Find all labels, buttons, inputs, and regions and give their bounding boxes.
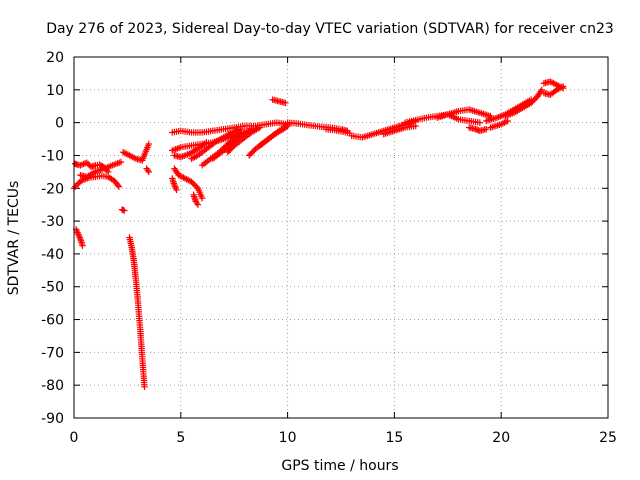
series-arc-27: [433, 111, 484, 126]
series-arc-15: [188, 126, 244, 162]
x-tick-label: 15: [385, 430, 403, 446]
data-point: [476, 119, 484, 126]
data-point: [141, 383, 148, 391]
x-axis-label: GPS time / hours: [281, 458, 398, 474]
data-point: [173, 186, 180, 194]
series-arc-33: [540, 83, 567, 98]
y-tick-label: 10: [46, 83, 64, 99]
y-tick-label: -10: [41, 148, 64, 164]
data-points: [70, 78, 567, 391]
data-point: [115, 183, 123, 190]
series-arc-28: [465, 124, 490, 135]
y-tick-label: -90: [41, 411, 64, 427]
series-arc-29: [483, 96, 535, 125]
y-tick-label: -20: [41, 181, 64, 197]
series-arc-4: [72, 226, 86, 249]
x-tick-label: 0: [70, 430, 79, 446]
x-tick-label: 10: [279, 430, 297, 446]
data-point: [79, 242, 86, 249]
series-arc-14: [171, 139, 210, 161]
data-point: [83, 159, 91, 166]
series-arc-11: [190, 191, 202, 208]
data-point: [85, 160, 92, 168]
y-tick-label: -30: [41, 214, 64, 230]
series-arc-12: [169, 119, 291, 136]
y-tick-label: -70: [41, 345, 64, 361]
axis-ticks: 20 10 0 -10 -20 -30 -40 -50 -60 -70 -80 -90 0 5 10 15 20…: [41, 50, 617, 446]
series-arc-23: [322, 126, 353, 137]
grid-lines: [74, 57, 608, 418]
data-point: [483, 126, 490, 133]
data-point: [256, 124, 264, 131]
data-point: [145, 140, 152, 148]
series-arc-7: [119, 140, 152, 164]
data-point: [117, 158, 125, 166]
y-tick-label: 0: [55, 116, 64, 132]
data-point: [412, 122, 419, 130]
y-axis-label: SDTVAR / TECUs: [6, 181, 22, 296]
data-point: [120, 207, 128, 214]
series-arc-10: [169, 175, 180, 194]
data-point: [198, 194, 206, 202]
data-point: [487, 112, 494, 120]
series-arc-5: [118, 206, 128, 214]
data-point: [96, 161, 103, 168]
x-tick-label: 25: [599, 430, 617, 446]
series-arc-6: [126, 234, 148, 391]
x-tick-label: 5: [176, 430, 185, 446]
series-arc-18: [224, 124, 264, 156]
series-arc-20: [256, 122, 291, 149]
y-tick-label: -80: [41, 378, 64, 394]
data-point: [559, 83, 567, 90]
data-point: [193, 183, 200, 191]
plot-frame: [73, 56, 609, 419]
series-arc-30: [502, 86, 545, 120]
chart-title: Day 276 of 2023, Sidereal Day-to-day VTE…: [46, 21, 614, 37]
series-arc-2: [70, 172, 123, 192]
series-arc-3: [77, 158, 125, 180]
data-point: [145, 168, 152, 176]
data-point: [504, 117, 511, 125]
y-tick-label: -40: [41, 247, 64, 263]
data-point: [282, 123, 290, 131]
data-point: [237, 126, 244, 133]
y-tick-label: -50: [41, 280, 64, 296]
series-arc-8: [143, 165, 152, 176]
data-point: [194, 201, 202, 208]
y-tick-label: 20: [46, 50, 64, 66]
series-arc-9: [171, 165, 206, 202]
data-point: [114, 182, 121, 189]
y-tick-label: -60: [41, 313, 64, 329]
series-arc-25: [380, 122, 419, 138]
data-point: [538, 86, 545, 94]
data-point: [203, 139, 210, 146]
series-arc-31: [487, 117, 511, 131]
series-arc-21: [269, 96, 289, 107]
series-arc-32: [540, 78, 567, 92]
data-point: [282, 99, 289, 107]
x-tick-label: 20: [492, 430, 510, 446]
